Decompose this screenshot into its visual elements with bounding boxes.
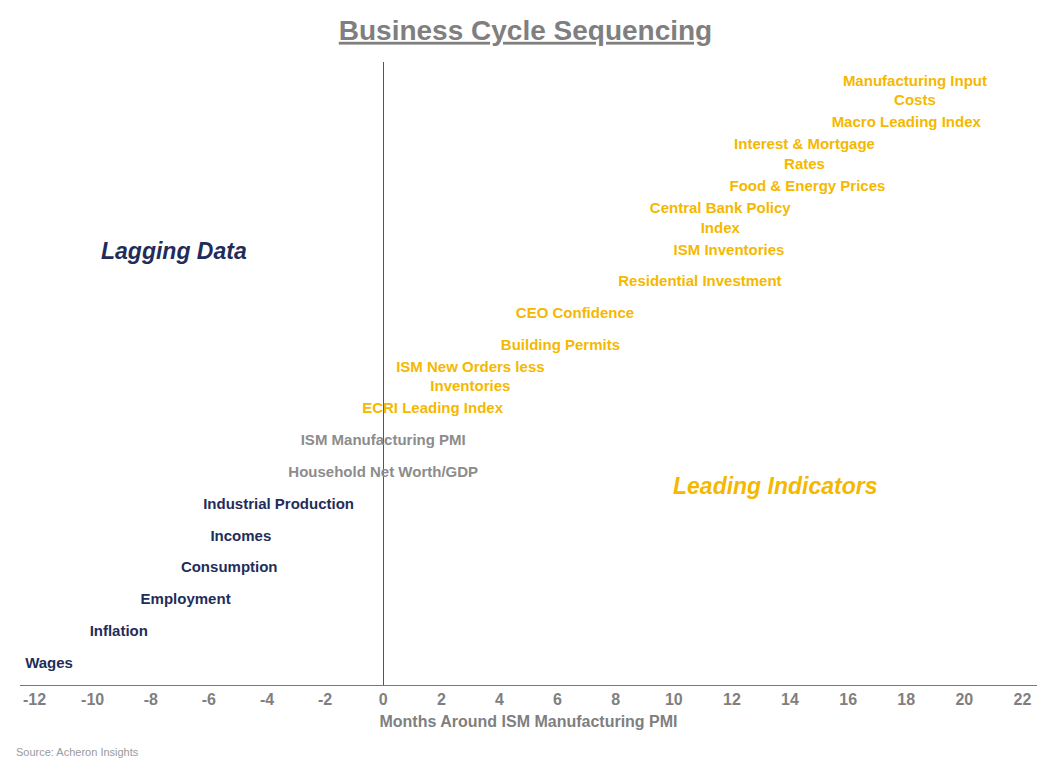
svg-text:Wages: Wages [25, 654, 73, 671]
svg-text:Employment: Employment [141, 590, 231, 607]
svg-text:Inflation: Inflation [90, 622, 148, 639]
svg-text:-12: -12 [23, 691, 46, 708]
svg-text:4: 4 [495, 691, 504, 708]
svg-text:14: 14 [781, 691, 799, 708]
svg-text:6: 6 [553, 691, 562, 708]
svg-text:-6: -6 [202, 691, 216, 708]
svg-text:0: 0 [379, 691, 388, 708]
svg-text:Manufacturing InputCosts: Manufacturing InputCosts [843, 72, 987, 109]
svg-text:Business Cycle Sequencing: Business Cycle Sequencing [339, 15, 712, 46]
svg-text:ISM Inventories: ISM Inventories [674, 241, 785, 258]
svg-text:Interest & MortgageRates: Interest & MortgageRates [734, 135, 875, 172]
svg-text:8: 8 [611, 691, 620, 708]
svg-text:2: 2 [437, 691, 446, 708]
svg-text:Source: Acheron Insights: Source: Acheron Insights [16, 746, 139, 758]
svg-text:CEO Confidence: CEO Confidence [516, 304, 634, 321]
svg-text:Food & Energy Prices: Food & Energy Prices [730, 177, 886, 194]
svg-text:Central Bank PolicyIndex: Central Bank PolicyIndex [650, 199, 792, 236]
svg-text:Incomes: Incomes [210, 527, 271, 544]
svg-text:-8: -8 [144, 691, 158, 708]
svg-text:Building Permits: Building Permits [501, 336, 620, 353]
svg-text:ISM New Orders lessInventories: ISM New Orders lessInventories [396, 358, 544, 395]
svg-text:Industrial Production: Industrial Production [203, 495, 354, 512]
svg-text:20: 20 [955, 691, 973, 708]
svg-text:Residential Investment: Residential Investment [618, 272, 781, 289]
svg-text:Macro Leading Index: Macro Leading Index [832, 113, 982, 130]
svg-text:16: 16 [839, 691, 857, 708]
svg-text:ISM Manufacturing PMI: ISM Manufacturing PMI [301, 431, 466, 448]
svg-text:-4: -4 [260, 691, 274, 708]
svg-text:-2: -2 [318, 691, 332, 708]
svg-text:-10: -10 [81, 691, 104, 708]
svg-text:Months Around ISM Manufacturin: Months Around ISM Manufacturing PMI [379, 713, 677, 730]
svg-text:10: 10 [665, 691, 683, 708]
svg-text:Leading Indicators: Leading Indicators [673, 473, 877, 499]
svg-text:12: 12 [723, 691, 741, 708]
svg-text:ECRI Leading Index: ECRI Leading Index [362, 399, 504, 416]
svg-text:18: 18 [897, 691, 915, 708]
svg-text:22: 22 [1014, 691, 1032, 708]
svg-text:Household Net Worth/GDP: Household Net Worth/GDP [288, 463, 478, 480]
svg-text:Lagging Data: Lagging Data [101, 238, 247, 264]
svg-text:Consumption: Consumption [181, 558, 278, 575]
